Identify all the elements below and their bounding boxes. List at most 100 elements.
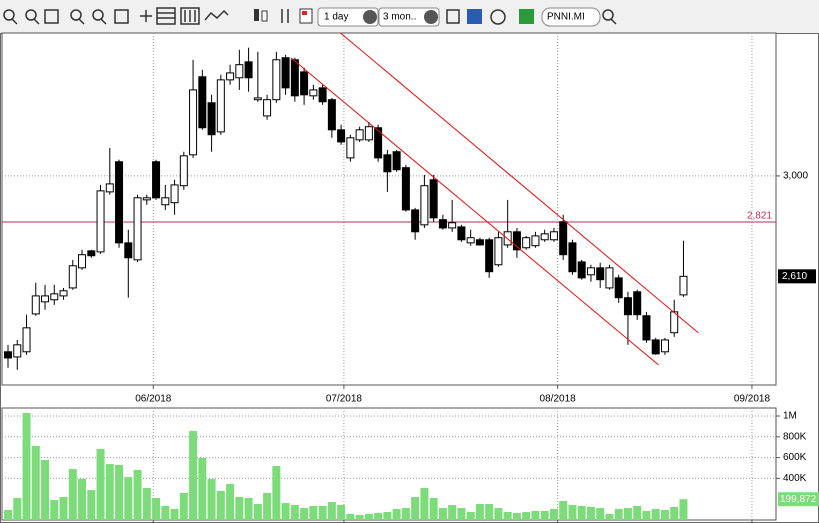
volume-bar	[22, 412, 31, 520]
search[interactable]	[602, 9, 617, 25]
last-price-label: 2,610	[782, 271, 807, 282]
volume-bar	[364, 513, 373, 520]
volume-bar	[577, 505, 586, 520]
candle-body	[272, 59, 281, 101]
symbol-icon[interactable]	[519, 9, 534, 24]
save[interactable]	[467, 9, 482, 24]
zoom-y[interactable]	[92, 9, 107, 25]
volume-bar	[438, 508, 447, 520]
volume-bar	[133, 469, 142, 520]
candle-body	[244, 61, 253, 79]
candle-body	[337, 129, 346, 143]
candle-body	[623, 297, 632, 316]
volume-bar	[383, 511, 392, 520]
volume-bar	[290, 505, 299, 520]
volume-bar	[448, 505, 457, 520]
candle-body	[50, 293, 59, 301]
candle-body	[207, 102, 216, 136]
crosshair[interactable]	[140, 10, 152, 22]
candle-body	[96, 190, 105, 253]
volume-bar	[466, 511, 475, 520]
volume-bar	[503, 511, 512, 520]
indicator[interactable]	[299, 8, 313, 24]
volume-bar	[623, 508, 632, 520]
candle-body	[253, 97, 262, 101]
volume-bar	[531, 510, 540, 520]
volume-bar	[512, 513, 521, 520]
x-tick-label: 09/2018	[734, 394, 771, 405]
range-select[interactable]: 3 mon..	[378, 7, 440, 27]
volume-bar	[105, 464, 114, 520]
list[interactable]	[446, 9, 460, 24]
interval-text: 1 day	[324, 12, 348, 23]
volume-bar	[253, 503, 262, 520]
x-tick-label: 08/2018	[540, 394, 577, 405]
volume-bar	[337, 505, 346, 520]
candle-body	[531, 235, 540, 247]
volume-bar	[170, 508, 179, 520]
volume-bar	[633, 505, 642, 520]
candle-body	[429, 179, 438, 219]
volume-bar	[161, 505, 170, 520]
candle-body	[4, 351, 13, 359]
candle-body	[133, 197, 142, 261]
candle-body	[559, 221, 568, 256]
volume-bar	[272, 466, 281, 520]
candle-type[interactable]	[254, 9, 268, 22]
candle-body	[300, 71, 309, 96]
candle-body	[605, 267, 614, 289]
candle-body	[383, 154, 392, 173]
volume-bar	[50, 500, 59, 520]
candle-body	[466, 237, 475, 244]
volume-bar	[374, 513, 383, 520]
candle-body	[152, 161, 161, 199]
volume-bar	[226, 484, 235, 520]
zoom-in[interactable]	[3, 9, 18, 25]
symbol-text: PNNI.MI	[547, 12, 585, 23]
volume-bar	[4, 510, 13, 520]
range-text: 3 mon..	[383, 12, 416, 23]
candle-body	[226, 72, 235, 81]
candle-body	[161, 197, 170, 206]
volume-bar	[485, 503, 494, 520]
volume-bar	[670, 507, 679, 520]
candle-body	[263, 99, 272, 117]
candle-body	[216, 79, 225, 133]
interval-select[interactable]: 1 day	[317, 7, 379, 27]
candle-body	[568, 242, 577, 273]
volume-bar	[660, 510, 669, 520]
candle-body	[13, 344, 22, 358]
y-tick-label: 1M	[783, 411, 797, 422]
candle-body	[87, 250, 96, 257]
volume-bar	[96, 448, 105, 520]
candle-body	[59, 290, 68, 297]
candle-body	[642, 315, 651, 341]
zoom-x[interactable]	[70, 9, 85, 25]
y-tick-label: 600K	[783, 452, 807, 463]
last-price-box	[778, 269, 816, 284]
line-type[interactable]	[204, 9, 229, 21]
y-tick-label: 800K	[783, 431, 807, 442]
symbol-input[interactable]: PNNI.MI	[541, 7, 601, 27]
volume-bar	[651, 508, 660, 520]
table[interactable]	[156, 7, 176, 25]
refresh[interactable]	[490, 9, 506, 25]
candle-body	[235, 64, 244, 79]
bars[interactable]	[180, 7, 200, 25]
candle-body	[115, 161, 124, 244]
toolbar-icons-2	[446, 9, 534, 25]
volume-bar	[392, 508, 401, 520]
candle-body	[522, 237, 531, 249]
candle-body	[31, 295, 40, 315]
candle-body	[355, 129, 364, 141]
candle-body	[346, 137, 355, 159]
candle-body	[420, 185, 429, 226]
reset[interactable]	[114, 9, 129, 24]
volume-bar	[429, 497, 438, 520]
volume-bar	[522, 511, 531, 520]
zoom-out[interactable]	[25, 9, 40, 25]
ohlc-type[interactable]	[281, 9, 289, 23]
zoom-fit[interactable]	[44, 9, 59, 24]
volume-bar	[152, 497, 161, 520]
x-tick-label: 07/2018	[326, 394, 363, 405]
